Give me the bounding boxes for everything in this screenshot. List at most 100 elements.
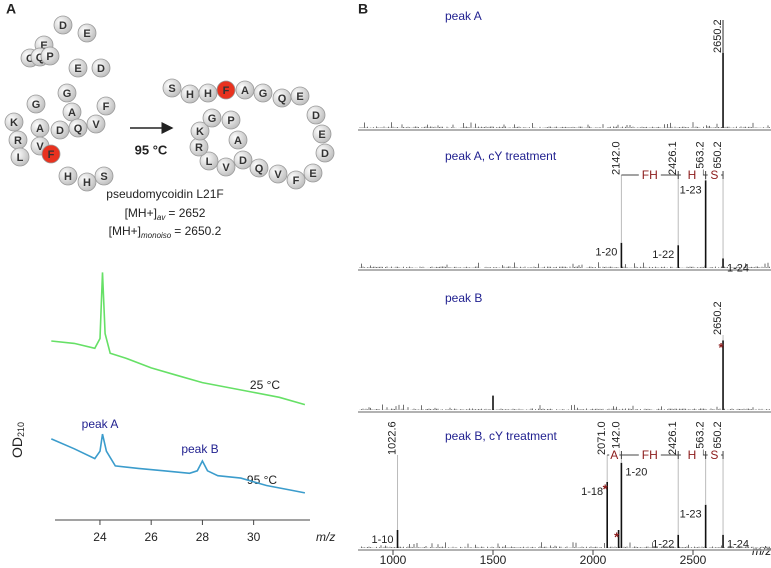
residue: [228, 130, 248, 150]
residue: [290, 86, 310, 106]
label: OD: [9, 437, 25, 458]
mass-monoisotopic: [MH+]monoiso = 2650.2: [109, 224, 222, 240]
ladder-residue: H: [688, 168, 697, 182]
residue-label: A: [36, 123, 44, 135]
residue-label: L: [17, 152, 24, 164]
residue-label: Q: [36, 52, 45, 64]
residue-label: P: [46, 51, 53, 63]
x-tick-label: 2500: [680, 553, 707, 567]
peak-label: 2563.2: [695, 421, 707, 455]
residue: [303, 163, 323, 183]
residue: [68, 118, 88, 138]
peak-label: 2426.1: [667, 421, 679, 455]
residue-label: H: [186, 89, 194, 101]
ladder-bg: [680, 168, 703, 182]
residue-label: H: [83, 177, 91, 189]
subscript: 210: [16, 422, 26, 437]
prefix: [MH+]: [109, 224, 141, 238]
residue: [221, 110, 241, 130]
peak-label: 2071.0: [596, 421, 608, 455]
residue: [249, 158, 269, 178]
value: = 2652: [168, 206, 205, 220]
residue-label: K: [10, 117, 18, 129]
fragment-label: 1-22: [652, 249, 674, 261]
subscript: monoiso: [141, 231, 172, 240]
residue-label: A: [234, 135, 242, 147]
residue-label: G: [208, 113, 217, 125]
peptide-name: pseudomycoidin L21F: [106, 187, 223, 201]
value: = 2650.2: [174, 224, 221, 238]
annotation: peak A: [82, 417, 119, 431]
fragment-label: 1-20: [595, 247, 617, 259]
residue-label: G: [63, 88, 72, 100]
residue-label: R: [14, 135, 22, 147]
residue-label: K: [196, 126, 204, 138]
peak-label: 2650.2: [712, 19, 724, 53]
residue: [216, 157, 236, 177]
fragment-label: 1-20: [625, 467, 647, 479]
ladder-bg: [638, 168, 661, 182]
residue: [94, 166, 114, 186]
residue-label: Q: [255, 163, 264, 175]
residue-label: V: [92, 119, 100, 131]
x-axis-label: m/z: [752, 544, 771, 558]
ladder-bg: [707, 168, 722, 182]
residue: [57, 83, 77, 103]
residue: [58, 166, 78, 186]
residue-label: S: [100, 171, 107, 183]
fragment-label: 1-23: [680, 184, 702, 196]
residue: [233, 150, 253, 170]
ladder-bg: [707, 448, 722, 462]
ladder-bg: [638, 448, 661, 462]
fragment-label: 1-24: [727, 539, 749, 551]
residue-label: E: [296, 91, 303, 103]
panel-label: B: [358, 1, 368, 17]
residue: [253, 83, 273, 103]
peak-label: 2142.0: [610, 421, 622, 455]
residue: [77, 172, 97, 192]
residue-label: A: [241, 85, 249, 97]
fragment-label: 1-22: [652, 539, 674, 551]
spectrum-title: peak A: [445, 9, 482, 23]
residue-label: D: [321, 148, 329, 160]
ladder-residue: FH: [642, 168, 658, 182]
residue: [41, 144, 61, 164]
x-tick-label: 28: [196, 530, 210, 544]
residue-label: D: [59, 20, 67, 32]
residue: [77, 23, 97, 43]
residue: [53, 15, 73, 35]
residue: [10, 147, 30, 167]
residue-label: Q: [278, 93, 287, 105]
residue: [198, 83, 218, 103]
noise: [359, 122, 770, 128]
peak-marker: *: [614, 529, 620, 544]
residue: [315, 143, 335, 163]
fragment-label: 1-23: [680, 509, 702, 521]
residue: [68, 58, 88, 78]
noise: [359, 262, 770, 268]
residue-label: S: [168, 83, 175, 95]
residue-label: C: [26, 53, 34, 65]
x-tick-label: 24: [93, 530, 107, 544]
residue: [190, 121, 210, 141]
ladder-bg: [680, 448, 703, 462]
peak-label: 2650.2: [712, 141, 724, 175]
residue: [199, 151, 219, 171]
x-tick-label: 26: [145, 530, 159, 544]
residue-label: E: [83, 28, 90, 40]
noise: [359, 542, 770, 548]
residue-label: H: [204, 88, 212, 100]
residue: [86, 114, 106, 134]
fragment-label: 1-18: [581, 486, 603, 498]
residue-label: R: [195, 142, 203, 154]
residue-label: P: [227, 115, 234, 127]
mass-average: [MH+]av = 2652: [125, 206, 206, 222]
series-label: 95 °C: [247, 473, 277, 487]
residue-label: E: [40, 40, 47, 52]
residue: [312, 124, 332, 144]
peak-marker: *: [603, 481, 609, 496]
annotation: peak B: [181, 442, 218, 456]
y-axis-label: OD210: [9, 422, 27, 458]
x-tick-label: 1000: [380, 553, 407, 567]
